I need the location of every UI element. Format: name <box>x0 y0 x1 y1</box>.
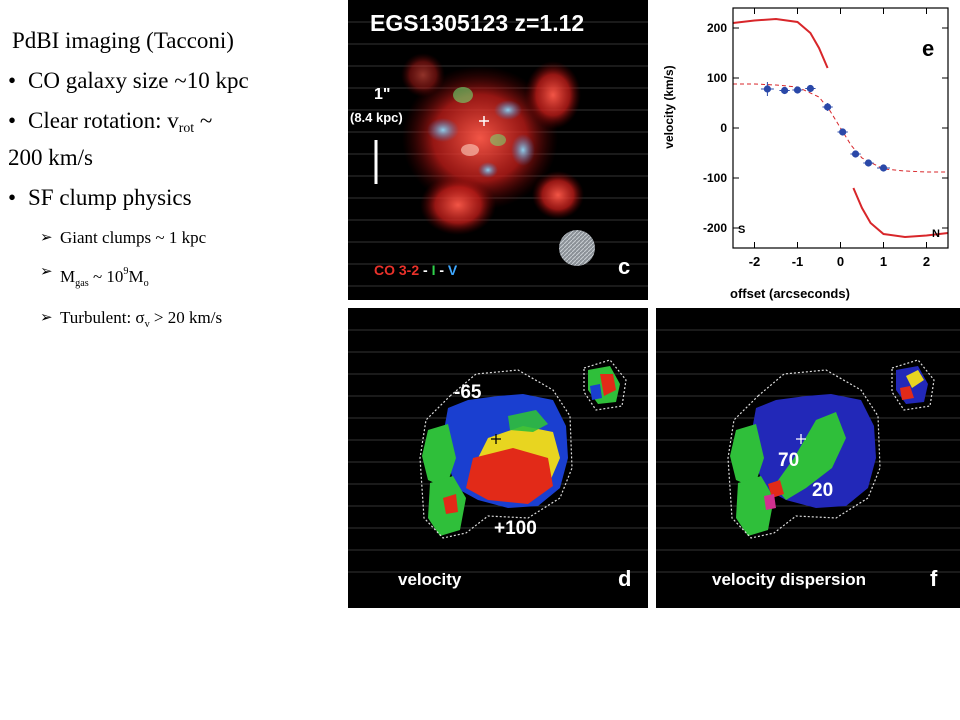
y-tick-label: 100 <box>707 71 727 85</box>
upper-envelope-curve <box>732 17 829 69</box>
panel-e-letter: e <box>922 36 935 61</box>
velocity-label-bottom: +100 <box>494 518 537 539</box>
panel-c-title: EGS1305123 z=1.12 <box>370 10 585 36</box>
panel-d-letter: d <box>618 566 632 591</box>
legend-co: CO 3-2 <box>374 262 420 278</box>
sub-bullet-clumps-text: Giant clumps ~ 1 kpc <box>60 228 207 247</box>
dispersion-label-top: 70 <box>778 450 800 471</box>
sub-bullet-mgas: ➢ Mgas ~ 109Mo <box>40 261 343 295</box>
data-point <box>763 85 771 93</box>
legend-i: I <box>431 262 436 278</box>
bullet-dot: • <box>8 108 17 133</box>
x-tick-label: -2 <box>749 254 761 269</box>
bullet-rotation-sub: rot <box>178 120 195 135</box>
bullet-co-size: • CO galaxy size ~10 kpc <box>8 66 343 96</box>
turb-post: > 20 km/s <box>149 308 223 327</box>
data-point <box>793 86 802 94</box>
rotation-curve-chart: -2 -1 0 1 2 -200 -100 0 100 200 <box>703 7 949 269</box>
data-point <box>879 164 888 172</box>
x-tick-label: 0 <box>837 254 844 269</box>
y-tick-label: 200 <box>707 21 727 35</box>
panel-f-dispersion-map: 70 20 velocity dispersion f <box>656 308 960 608</box>
mgas-m: M <box>60 267 76 286</box>
scale-bar-kpc: (8.4 kpc) <box>350 110 403 125</box>
mgas-sup: 9 <box>123 266 129 277</box>
velocity-label-top: -65 <box>454 382 482 403</box>
bullet-rotation: • Clear rotation: vrot ~200 km/s <box>8 106 343 173</box>
bullet-dot: • <box>8 185 17 210</box>
x-tick-label: -1 <box>792 254 804 269</box>
scale-bar-label: 1" <box>374 86 391 103</box>
panel-d-velocity-map: -65 +100 velocity d <box>348 308 648 608</box>
data-point <box>824 103 832 111</box>
x-axis-label: offset (arcseconds) <box>730 286 850 301</box>
y-tick-label: -100 <box>703 171 727 185</box>
model-dashed-curve <box>733 83 948 173</box>
bullet-rotation-text: Clear rotation: v <box>28 108 179 133</box>
y-tick-label: -200 <box>703 221 727 235</box>
panel-c-co-image: EGS1305123 z=1.12 1" (8.4 kpc) CO 3-2 - … <box>348 0 648 300</box>
legend-sep: - <box>435 262 448 278</box>
co-image-graphic <box>348 21 648 287</box>
bullet-dot: • <box>8 68 17 93</box>
x-tick-label: 2 <box>923 254 930 269</box>
panel-c-legend: CO 3-2 - I - V <box>374 262 457 278</box>
arrow-bullet-icon: ➢ <box>40 264 53 280</box>
legend-sep: - <box>419 262 432 278</box>
bullet-sf: • SF clump physics <box>8 183 343 213</box>
mgas-sub: gas <box>75 278 89 289</box>
north-label: N <box>932 228 940 240</box>
bullet-rotation-post: ~ <box>194 108 213 133</box>
sub-bullet-clumps: ➢ Giant clumps ~ 1 kpc <box>40 227 343 249</box>
data-point <box>851 150 860 158</box>
mgas-m2: M <box>128 267 144 286</box>
dispersion-map-graphic <box>656 329 960 573</box>
velocity-map-graphic <box>348 329 648 573</box>
arrow-bullet-icon: ➢ <box>40 310 53 326</box>
panel-c-letter: c <box>618 254 631 279</box>
panel-f-caption: velocity dispersion <box>712 570 866 589</box>
mgas-sub2: o <box>143 278 149 289</box>
heading: PdBI imaging (Tacconi) <box>12 28 234 53</box>
text-column: PdBI imaging (Tacconi) • CO galaxy size ~… <box>8 28 343 348</box>
turb-pre: Turbulent: σ <box>60 308 145 327</box>
bullet-co-size-text: CO galaxy size ~10 kpc <box>28 68 249 93</box>
panel-d-caption: velocity <box>398 570 462 589</box>
sub-bullet-turbulent: ➢ Turbulent: σv > 20 km/s <box>40 307 343 336</box>
data-point <box>839 128 847 136</box>
bullet-rotation-line2: 200 km/s <box>8 145 93 170</box>
x-tick-label: 1 <box>880 254 887 269</box>
data-point <box>781 86 789 95</box>
data-point <box>806 84 814 93</box>
panel-e-rotation-curve: -2 -1 0 1 2 -200 -100 0 100 200 velocity (km/s) o… <box>650 0 960 310</box>
y-tick-label: 0 <box>720 121 727 135</box>
legend-v: V <box>447 262 458 278</box>
dispersion-label-bottom: 20 <box>812 480 834 501</box>
south-label: S <box>738 224 746 236</box>
bullet-sf-text: SF clump physics <box>28 185 192 210</box>
mgas-mid: ~ 10 <box>88 267 124 286</box>
lower-envelope-curve <box>852 187 949 239</box>
turb-sub: v <box>144 319 150 330</box>
arrow-bullet-icon: ➢ <box>40 230 53 246</box>
data-point <box>864 159 873 167</box>
y-axis-label: velocity (km/s) <box>662 65 676 149</box>
panel-f-letter: f <box>930 566 938 591</box>
